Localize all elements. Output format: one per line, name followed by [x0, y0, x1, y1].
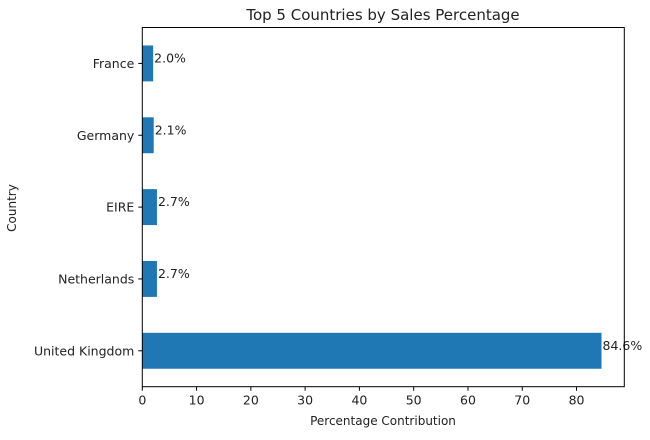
chart-title: Top 5 Countries by Sales Percentage: [245, 6, 519, 24]
y-tick-label: United Kingdom: [34, 343, 134, 358]
x-tick-label: 70: [514, 393, 530, 408]
plot-frame: [141, 27, 625, 388]
bar-netherlands: [142, 260, 157, 297]
data-label: 84.6%: [603, 338, 643, 353]
y-tick-label: EIRE: [106, 200, 134, 215]
x-tick-label: 40: [351, 393, 367, 408]
bar-germany: [142, 117, 154, 154]
x-tick-label: 10: [189, 393, 205, 408]
x-tick-label: 30: [297, 393, 313, 408]
y-axis-label: Country: [5, 184, 19, 232]
x-tick-label: 0: [138, 393, 146, 408]
x-tick-label: 20: [243, 393, 259, 408]
y-tick-label: Netherlands: [58, 271, 134, 286]
x-axis-label: Percentage Contribution: [310, 414, 456, 428]
x-tick-label: 80: [569, 393, 585, 408]
data-label: 2.0%: [154, 50, 186, 65]
y-tick-label: France: [93, 56, 135, 71]
data-label: 2.7%: [158, 194, 190, 209]
data-label: 2.1%: [155, 122, 187, 137]
bar-france: [142, 45, 154, 82]
x-tick-label: 60: [460, 393, 476, 408]
y-tick-label: Germany: [77, 128, 135, 143]
bar-eire: [142, 189, 157, 226]
x-tick-label: 50: [406, 393, 422, 408]
data-label: 2.7%: [158, 266, 190, 281]
bar-united-kingdom: [142, 332, 602, 369]
